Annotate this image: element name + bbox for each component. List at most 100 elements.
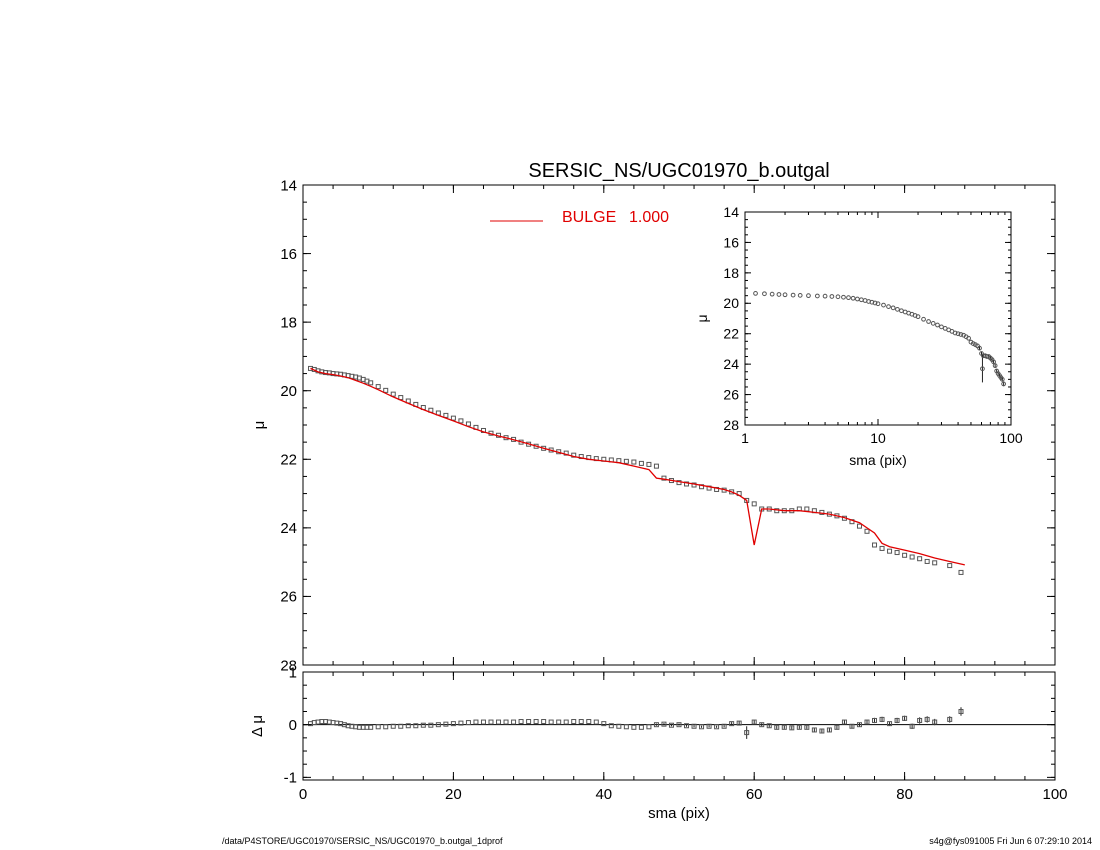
footer-file-path: /data/P4STORE/UGC01970/SERSIC_NS/UGC0197… — [222, 836, 503, 846]
inset-ytick-label: 16 — [723, 234, 739, 250]
main-data-point — [917, 556, 923, 562]
main-data-point — [902, 552, 908, 558]
inset-data-point — [886, 304, 891, 310]
residual-data-point — [894, 717, 900, 723]
main-data-point — [894, 550, 900, 556]
main-data-point — [932, 560, 938, 566]
inset-data-point — [875, 301, 881, 307]
residual-data-point — [811, 727, 817, 733]
residual-data-point — [909, 723, 915, 729]
inset-data-point — [797, 292, 803, 298]
residual-data-point — [420, 722, 426, 728]
inset-data-point — [939, 324, 944, 330]
residual-data-point — [706, 723, 712, 729]
residual-data-point — [714, 724, 720, 730]
residual-data-point — [526, 719, 532, 725]
residual-data-point — [917, 717, 923, 723]
residual-data-point — [864, 719, 870, 725]
residual-data-point — [578, 719, 584, 725]
main-data-point — [856, 523, 862, 529]
main-data-point — [661, 475, 667, 481]
inset-data-point — [921, 316, 926, 322]
residual-data-point — [834, 724, 840, 730]
residual-data-point — [548, 719, 554, 725]
main-data-point — [909, 554, 915, 560]
residual-xtick-label: 80 — [896, 786, 913, 803]
inset-data-point — [966, 335, 971, 341]
residual-data-point — [563, 719, 569, 725]
inset-xlabel: sma (pix) — [849, 452, 907, 468]
main-data-point — [390, 391, 396, 397]
main-ytick-label: 20 — [280, 383, 297, 400]
main-data-point — [872, 542, 878, 548]
residual-data-point — [841, 719, 847, 725]
residual-ytick-label: 0 — [289, 717, 297, 734]
residual-data-point — [661, 721, 667, 727]
residual-data-point — [496, 719, 502, 725]
main-ytick-label: 28 — [280, 657, 297, 674]
residual-xlabel: sma (pix) — [648, 805, 710, 822]
residual-data-point — [601, 721, 607, 727]
main-ytick-label: 22 — [280, 452, 297, 469]
main-data-point — [465, 421, 471, 427]
inset-ytick-label: 14 — [723, 204, 739, 220]
inset-data-point — [890, 305, 896, 311]
residual-data-point — [638, 724, 644, 730]
residual-xtick-label: 0 — [299, 786, 307, 803]
inset-data-point — [753, 291, 758, 296]
legend-label: BULGE — [562, 209, 616, 226]
inset-xtick-label: 10 — [870, 430, 886, 446]
main-ytick-label: 14 — [280, 177, 297, 194]
residual-frame — [302, 671, 1056, 781]
residual-data-point — [480, 719, 486, 725]
residual-data-point — [623, 724, 629, 730]
residual-data-point — [541, 719, 547, 725]
residual-data-point — [958, 709, 964, 715]
residual-data-point — [450, 721, 456, 727]
residual-data-point — [488, 719, 494, 725]
main-data-point — [924, 558, 930, 564]
residual-data-point — [856, 722, 862, 728]
residual-data-point — [804, 724, 810, 730]
inset-log-panel: 1 10 100 14 16 18 20 22 24 26 28 μ sma (pix) — [694, 204, 1023, 468]
residual-data-point — [413, 723, 419, 729]
main-data-point — [684, 481, 690, 487]
inset-data-point — [992, 363, 998, 369]
residual-xtick-label: 40 — [595, 786, 612, 803]
inset-data-point — [846, 295, 851, 301]
main-model-line — [310, 367, 965, 566]
inset-ytick-label: 20 — [723, 295, 739, 311]
inset-data-point — [895, 306, 900, 312]
residual-data-point — [368, 724, 374, 730]
inset-data-point — [850, 295, 856, 301]
residual-data-point — [789, 725, 795, 731]
residual-data-point — [631, 724, 637, 730]
footer-timestamp: s4g@fys091005 Fri Jun 6 07:29:10 2014 — [929, 836, 1092, 846]
main-data-point — [375, 384, 381, 390]
residual-data-point — [375, 724, 381, 730]
residual-data-point — [435, 722, 441, 728]
inset-data-point — [930, 320, 936, 326]
residual-data-point — [691, 723, 697, 729]
inset-data-point — [762, 291, 767, 297]
main-data-point — [571, 452, 577, 458]
inset-data-point — [814, 293, 820, 299]
inset-data-point — [782, 292, 788, 298]
residual-data-point — [826, 727, 832, 733]
inset-ytick-label: 18 — [723, 265, 739, 281]
main-data-point — [804, 506, 810, 512]
residual-data-point — [646, 724, 652, 730]
main-ytick-label: 26 — [280, 589, 297, 606]
main-ytick-label: 16 — [280, 246, 297, 263]
residual-data-point — [533, 719, 539, 725]
residual-data-point — [924, 716, 930, 722]
inset-data-point — [806, 293, 811, 299]
residual-data-point — [721, 723, 727, 729]
residual-data-point — [668, 722, 674, 728]
residual-data-point — [465, 720, 471, 726]
residual-data-point — [751, 719, 757, 725]
inset-data-point — [829, 294, 835, 299]
inset-ylabel: μ — [694, 314, 710, 322]
